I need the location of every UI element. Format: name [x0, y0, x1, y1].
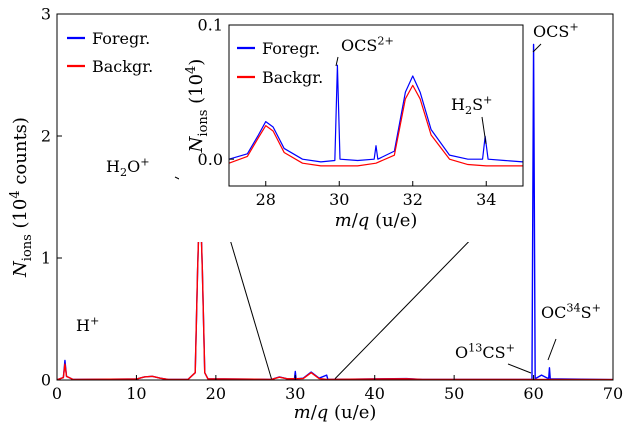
inset-legend-label-backgr: Backgr.: [262, 68, 323, 87]
main-y-axis-label: Nions​ (104​ counts): [8, 117, 35, 278]
inset-x-axis-label: m/q (u/e): [335, 210, 418, 231]
inset-frame: [228, 24, 524, 187]
main-annotation-leader-3: [507, 363, 532, 374]
inset-y-tick-label-0-0: 0.0: [198, 150, 223, 169]
main-y-tick-label-2: 2: [41, 127, 51, 146]
inset-y-tick-label-0-1: 0.1: [198, 16, 223, 35]
inset-legend-label-foregr: Foregr.: [262, 39, 320, 58]
inset-series-foregr: [228, 64, 524, 163]
main-x-tick-label-20: 20: [206, 384, 226, 403]
main-x-tick-label-40: 40: [365, 384, 385, 403]
main-y-tick-label-1: 1: [41, 249, 51, 268]
main-legend-label-backgr: Backgr.: [92, 57, 153, 76]
inset-legend: Foregr. Backgr.: [237, 39, 323, 87]
inset-x-tick-label-32: 32: [403, 190, 423, 209]
main-x-axis-label: m/q (u/e): [294, 402, 377, 423]
inset-annotation-leader-1: [481, 116, 487, 145]
main-annotation-ocs: OCS+​: [533, 21, 579, 41]
main-y-tick-label-3: 3: [41, 5, 51, 24]
main-annotation-leader-4: [547, 338, 557, 361]
main-legend-label-foregr: Foregr.: [92, 29, 150, 48]
main-x-tick-label-30: 30: [285, 384, 305, 403]
main-x-tick-label-0: 0: [52, 384, 62, 403]
main-annotation-h: H+​: [76, 315, 99, 335]
main-x-tick-label-70: 70: [603, 384, 623, 403]
inset-x-tick-label-28: 28: [256, 190, 276, 209]
inset-series-backgr: [228, 84, 523, 167]
zoom-line-left: [228, 235, 272, 379]
main-x-tick-label-10: 10: [126, 384, 146, 403]
inset-plot: 28 30 32 34 0.0 0.1 m/q (u/e) Nions​ (104​) Fore…: [179, 16, 529, 242]
inset-annotation-h2s: H2​S+​: [451, 94, 492, 117]
inset-x-tick-label-34: 34: [476, 190, 496, 209]
main-annotation-leader-2: [532, 43, 542, 53]
main-y-tick-label-0: 0: [41, 371, 51, 390]
inset-x-tick-label-30: 30: [329, 190, 349, 209]
inset-y-axis-label: Nions​ (104​): [184, 59, 211, 154]
inset-annotation-leader-0: [335, 56, 339, 67]
main-annotation-oc34s: OC34​S+​: [541, 302, 601, 322]
main-frame: [56, 13, 614, 381]
main-x-tick-label-50: 50: [444, 384, 464, 403]
main-legend: Foregr. Backgr.: [67, 29, 153, 76]
main-x-tick-label-60: 60: [523, 384, 543, 403]
main-annotation-o13cs: O13​CS+​: [455, 342, 515, 362]
inset-annotation-ocs2: OCS2+​: [341, 35, 394, 55]
main-annotation-h2o: H2​O+​: [106, 156, 150, 179]
